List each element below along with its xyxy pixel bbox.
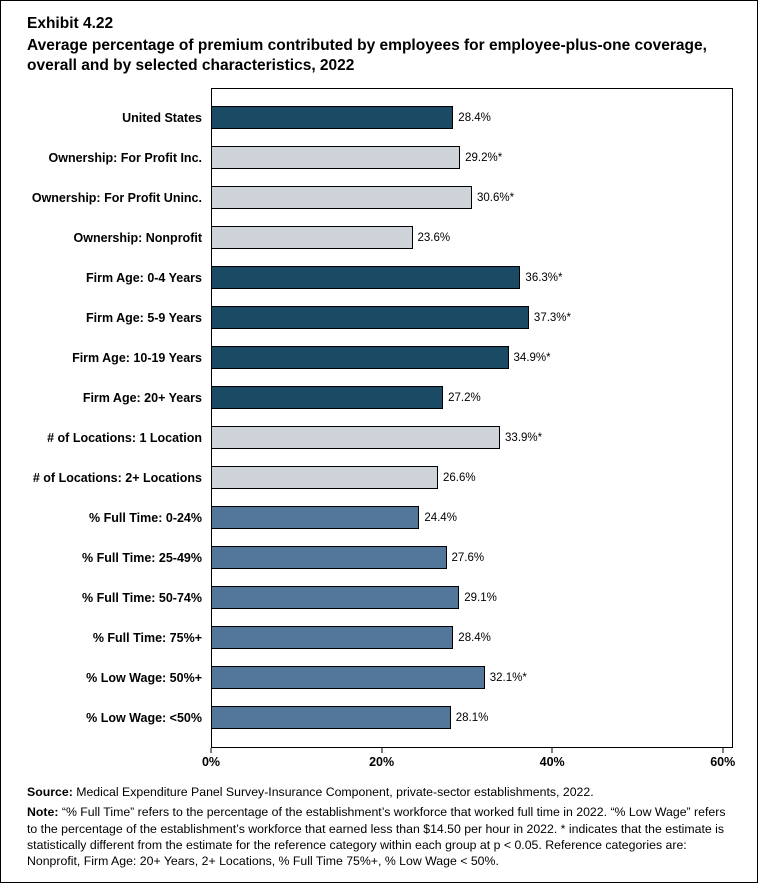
y-axis-label: # of Locations: 1 Location [47,430,202,445]
bar-row: 29.2%* [212,138,732,178]
bar-row: 36.3%* [212,258,732,298]
bar-value-label: 32.1%* [489,671,527,684]
bar-row: 27.6% [212,538,732,578]
chart-header: Exhibit 4.22 Average percentage of premi… [27,14,733,75]
bar-value-label: 23.6% [417,231,451,244]
y-axis-label: Firm Age: 0-4 Years [85,270,202,285]
bar-row: 26.6% [212,458,732,498]
x-axis: 0% 20% 40% 60% [202,747,736,775]
note-label: Note: [27,805,59,820]
bar-value-label: 33.9%* [505,431,543,444]
note-text: “% Full Time” refers to the percentage o… [27,805,726,869]
y-axis-label: % Full Time: 25-49% [82,550,202,565]
source-label: Source: [27,784,73,799]
bar [212,426,501,450]
bar [212,386,444,410]
source-text: Medical Expenditure Panel Survey-Insuran… [76,784,594,799]
y-axis-label: # of Locations: 2+ Locations [32,470,202,485]
bar-row: 24.4% [212,498,732,538]
bar-value-label: 28.1% [455,711,489,724]
bar-value-label: 28.4% [458,111,491,124]
bar-chart: United States Ownership: For Profit Inc. O… [27,87,736,775]
y-axis-label: Ownership: For Profit Uninc. [31,190,202,205]
y-axis-label: % Full Time: 50-74% [82,590,202,605]
bar-row: 37.3%* [212,298,732,338]
x-tick-mark [722,747,724,753]
bar-value-label: 26.6% [443,471,476,484]
bar [212,706,451,730]
note-line: Note: “% Full Time” refers to the percen… [27,804,733,869]
y-axis-label: % Full Time: 0-24% [89,510,202,525]
bar [212,666,485,690]
y-axis-label: Ownership: For Profit Inc. [48,150,202,165]
bar [212,266,521,290]
bar-row: 30.6%* [212,178,732,218]
bar-row: 29.1% [212,578,732,618]
bar [212,626,454,650]
y-axis-label: % Low Wage: 50%+ [86,670,202,685]
source-line: Source: Medical Expenditure Panel Survey… [27,784,733,800]
y-axis-label: United States [122,110,202,125]
x-tick-label: 0% [201,754,221,769]
bar-row: 28.4% [212,618,732,658]
bar [212,186,472,210]
bar [212,546,447,570]
bar-value-label: 24.4% [424,511,457,524]
y-axis-labels: United States Ownership: For Profit Inc. O… [27,88,211,775]
x-tick-label: 40% [539,754,565,769]
bar [212,586,460,610]
x-tick-label: 20% [369,754,395,769]
bar-value-label: 28.4% [458,631,491,644]
y-axis-label: Firm Age: 5-9 Years [85,310,202,325]
bar [212,146,461,170]
y-axis-label: Firm Age: 10-19 Years [72,350,202,365]
bar [212,346,509,370]
chart-footnotes: Source: Medical Expenditure Panel Survey… [27,784,733,870]
bar-value-label: 29.1% [464,591,497,604]
x-tick-mark [551,747,553,753]
bar-row: 32.1%* [212,658,732,698]
y-axis-label: % Full Time: 75%+ [92,630,202,645]
bar-value-label: 27.6% [451,551,485,564]
y-axis-label: Firm Age: 20+ Years [82,390,202,405]
bar-value-label: 37.3%* [533,311,572,324]
bar [212,226,413,250]
bar-row: 33.9%* [212,418,732,458]
bar-value-label: 27.2% [448,391,481,404]
plot-column: 28.4% 29.2%* 30.6%* 23.6% 36.3%* 37.3%* 34.9%*… [202,87,736,775]
chart-title: Average percentage of premium contribute… [27,37,707,74]
bar [212,506,420,530]
bar-value-label: 36.3%* [525,271,563,284]
bar-row: 23.6% [212,218,732,258]
x-tick-label: 60% [710,754,736,769]
bar [212,306,529,330]
y-axis-label: Ownership: Nonprofit [73,230,202,245]
y-axis-label: % Low Wage: <50% [86,710,202,725]
bar [212,106,454,130]
x-tick-mark [210,747,212,753]
bar [212,466,438,490]
bar-row: 28.1% [212,698,732,738]
x-tick-mark [381,747,383,753]
bar-value-label: 30.6%* [477,191,515,204]
plot-area: 28.4% 29.2%* 30.6%* 23.6% 36.3%* 37.3%* 34.9%*… [211,87,733,748]
bar-value-label: 34.9%* [513,351,551,364]
exhibit-number: Exhibit 4.22 [27,15,114,32]
bar-row: 27.2% [212,378,732,418]
bar-value-label: 29.2%* [465,151,503,164]
bar-row: 28.4% [212,98,732,138]
bar-row: 34.9%* [212,338,732,378]
